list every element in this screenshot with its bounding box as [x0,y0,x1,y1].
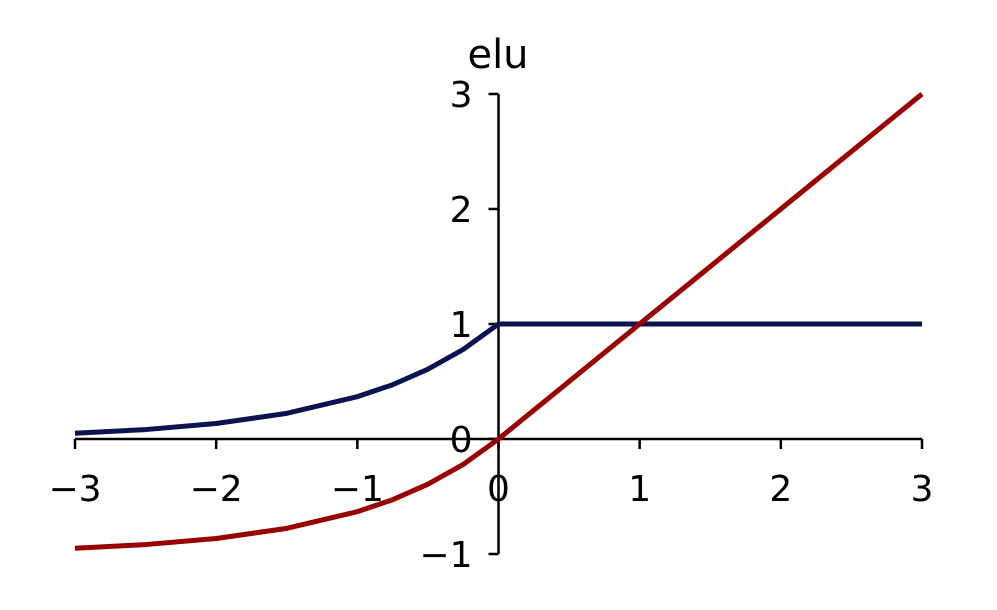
series-line-2 [74,92,924,551]
series-layer [74,92,924,551]
chart-title: elu [467,32,528,78]
y-tick-label: 0 [450,420,473,461]
x-tick-label: −3 [48,469,101,510]
x-tick-label: −2 [190,469,243,510]
y-tick-label: −1 [419,535,472,576]
y-tick-label: 2 [450,190,473,231]
y-tick-label: 1 [450,305,473,346]
x-tick-label: 0 [487,469,510,510]
x-tick-label: 2 [769,469,792,510]
series-line-1 [74,321,922,436]
y-tick-label: 3 [450,75,473,116]
x-tick-label: 1 [628,469,651,510]
x-tick-label: 3 [911,469,934,510]
